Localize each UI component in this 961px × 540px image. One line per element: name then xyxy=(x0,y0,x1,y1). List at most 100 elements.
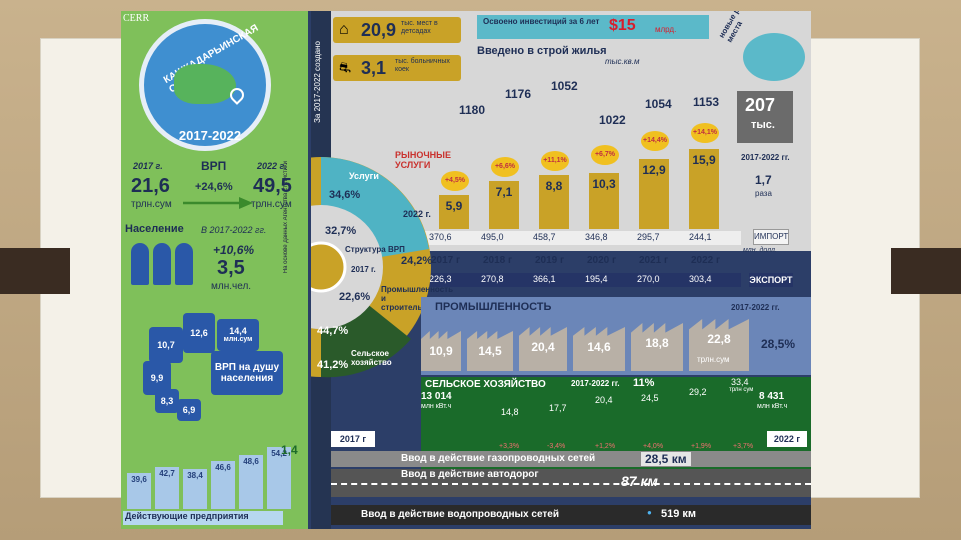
population-unit: млн.чел. xyxy=(211,281,252,292)
year-2022: 2022 г xyxy=(691,255,721,266)
structure-year-2017: 2017 г. xyxy=(351,265,376,274)
grp-2017-value: 21,6 xyxy=(131,175,170,197)
population-value: 3,5 xyxy=(217,257,245,279)
year-axis: 2017 г 2018 г 2019 г 2020 г 2021 г 2022 … xyxy=(421,255,741,267)
agri-change-2018: -3,4% xyxy=(547,443,566,450)
agri-period: 2017-2022 гг. xyxy=(571,379,620,388)
agri-2018: 17,7 xyxy=(549,403,567,413)
enterprises-bar-2022: 54,2 xyxy=(267,447,291,509)
import-2019: 458,7 xyxy=(533,232,556,242)
agri-growth: 11% xyxy=(633,377,655,389)
grp-2022-unit: трлн.сум xyxy=(251,199,292,210)
per-capita-2018: 8,3 xyxy=(155,389,179,413)
kindergarten-tile: ⌂ 20,9 тыс. мест в детсадах xyxy=(333,17,461,43)
industry-growth: 28,5% xyxy=(761,337,796,351)
agri-2019: 20,4 xyxy=(595,395,613,405)
investment-banner: Освоено инвестиций за 6 лет $15 млрд. xyxy=(477,15,709,39)
population-label: Население xyxy=(125,223,184,235)
export-2021: 270,0 xyxy=(637,274,660,284)
per-capita-2022: 14,4 млн.сум xyxy=(217,319,259,351)
export-label: ЭКСПОРТ xyxy=(749,273,793,287)
per-capita-2020: 10,7 xyxy=(149,327,183,363)
industry-2021: 18,8 xyxy=(631,323,683,371)
water-label: Ввод в действие водопроводных сетей xyxy=(361,509,559,520)
grp-2022-value: 49,5 xyxy=(253,175,292,197)
import-2017: 370,6 xyxy=(429,232,452,242)
kindergarten-value: 20,9 xyxy=(361,20,397,40)
water-drop-icon: ● xyxy=(647,508,652,517)
housing-unit: тыс.кв.м xyxy=(605,57,640,66)
left-column: CERR КАШКАДАРЬИНСКАЯ ОБЛАСТЬ 2017-2022 Н… xyxy=(121,11,308,529)
water-value: 519 км xyxy=(661,508,697,520)
period-note: За 2017-2022 создано xyxy=(313,41,322,123)
infographic: CERR КАШКАДАРЬИНСКАЯ ОБЛАСТЬ 2017-2022 Н… xyxy=(121,11,811,529)
agri-label: Сельское хозяйство xyxy=(351,349,392,367)
agri-change-2019: +1,2% xyxy=(595,443,616,450)
ms-multiplier: 1,7 xyxy=(755,173,772,187)
bed-icon: ⛐ xyxy=(339,59,352,75)
industry-2022: 24,2% xyxy=(401,255,433,267)
services-label: Услуги xyxy=(349,171,379,181)
power-unit-2017: млн кВт.ч xyxy=(421,403,452,410)
chart-growth-icon xyxy=(295,241,347,293)
agri-start-year: 2017 г xyxy=(331,431,375,447)
road-label: Ввод в действие автодорог xyxy=(401,469,539,480)
housing-2021: 1054 xyxy=(645,97,672,111)
hospital-tile: ⛐ 3,1 тыс. больничных коек xyxy=(333,55,461,81)
exports-row: 226,3 270,8 366,1 195,4 270,0 303,4 xyxy=(421,273,741,287)
hospital-value: 3,1 xyxy=(361,58,387,78)
agri-2022: 41,2% xyxy=(317,359,349,371)
enterprises-bar-2019: 38,4 xyxy=(183,469,207,509)
per-capita-2017: 6,9 xyxy=(177,399,201,421)
year-2021: 2021 г xyxy=(639,255,669,266)
structure-year-2022: 2022 г. xyxy=(403,209,431,219)
agri-2017: 44,7% xyxy=(317,325,349,337)
services-2017: 34,6% xyxy=(329,189,361,201)
housing-2020: 1022 xyxy=(599,113,626,127)
gas-value: 28,5 км xyxy=(641,452,691,466)
worker-icon xyxy=(743,33,805,81)
grp-year-2017: 2017 г. xyxy=(133,161,163,171)
road-value: 87 км xyxy=(621,473,658,489)
ms-growth-2020: +6,7% xyxy=(591,145,619,165)
export-2022: 303,4 xyxy=(689,274,712,284)
industry-unit: трлн.сум xyxy=(697,355,730,364)
ms-period: 2017-2022 гг. xyxy=(741,153,790,162)
ms-growth-2019: +11,1% xyxy=(541,151,569,171)
import-2020: 346,8 xyxy=(585,232,608,242)
agri-unit: трлн сум xyxy=(729,387,754,393)
enterprises-growth: 1,4 xyxy=(281,443,298,457)
export-2017: 226,3 xyxy=(429,274,452,284)
agri-change-2021: +1,9% xyxy=(691,443,712,450)
agri-2022: 33,4 xyxy=(731,377,749,387)
industry-label: Промышленность и строительство xyxy=(381,285,453,312)
road-row: Ввод в действие автодорог 87 км xyxy=(331,469,811,497)
imports-row: 370,6 495,0 458,7 346,8 295,7 244,1 xyxy=(421,231,741,245)
agri-change-2017: +3,3% xyxy=(499,443,520,450)
region-emblem: КАШКАДАРЬИНСКАЯ ОБЛАСТЬ 2017-2022 xyxy=(139,19,271,151)
jobs-value: 207 xyxy=(745,95,776,115)
ms-bar-2017: 5,9 xyxy=(439,195,469,229)
industry-2020: 14,6 xyxy=(573,327,625,371)
agri-title: СЕЛЬСКОЕ ХОЗЯЙСТВО xyxy=(425,379,546,390)
export-2020: 195,4 xyxy=(585,274,608,284)
power-2017: 13 014 xyxy=(421,391,452,402)
gas-pipeline-row: Ввод в действие газопроводных сетей 28,5… xyxy=(331,451,811,467)
kindergarten-label: тыс. мест в детсадах xyxy=(401,20,438,35)
industry-2019: 20,4 xyxy=(519,327,567,371)
population-change: +10,6% xyxy=(213,243,255,257)
grp-2017-unit: трлн.сум xyxy=(131,199,172,210)
enterprises-chart: 39,6 42,7 38,4 46,6 48,6 54,2 xyxy=(127,421,303,509)
year-2020: 2020 г xyxy=(587,255,617,266)
industry-section: ПРОМЫШЛЕННОСТЬ 2017-2022 гг. 10,9 14,5 2… xyxy=(421,297,811,375)
market-services-label: РЫНОЧНЫЕ УСЛУГИ xyxy=(395,150,451,170)
trade-unit: млн. долл. xyxy=(743,247,777,254)
enterprises-bar-2017: 39,6 xyxy=(127,473,151,509)
grp-change: +24,6% xyxy=(195,181,233,193)
ms-bar-2019: 8,8 xyxy=(539,175,569,229)
jobs-unit: тыс. xyxy=(751,119,775,131)
power-unit-2022: млн кВт.ч xyxy=(757,403,788,410)
jobs-tile: 207 тыс. xyxy=(737,91,793,143)
road-dash xyxy=(331,483,811,485)
agri-change-2022: +3,7% xyxy=(733,443,754,450)
